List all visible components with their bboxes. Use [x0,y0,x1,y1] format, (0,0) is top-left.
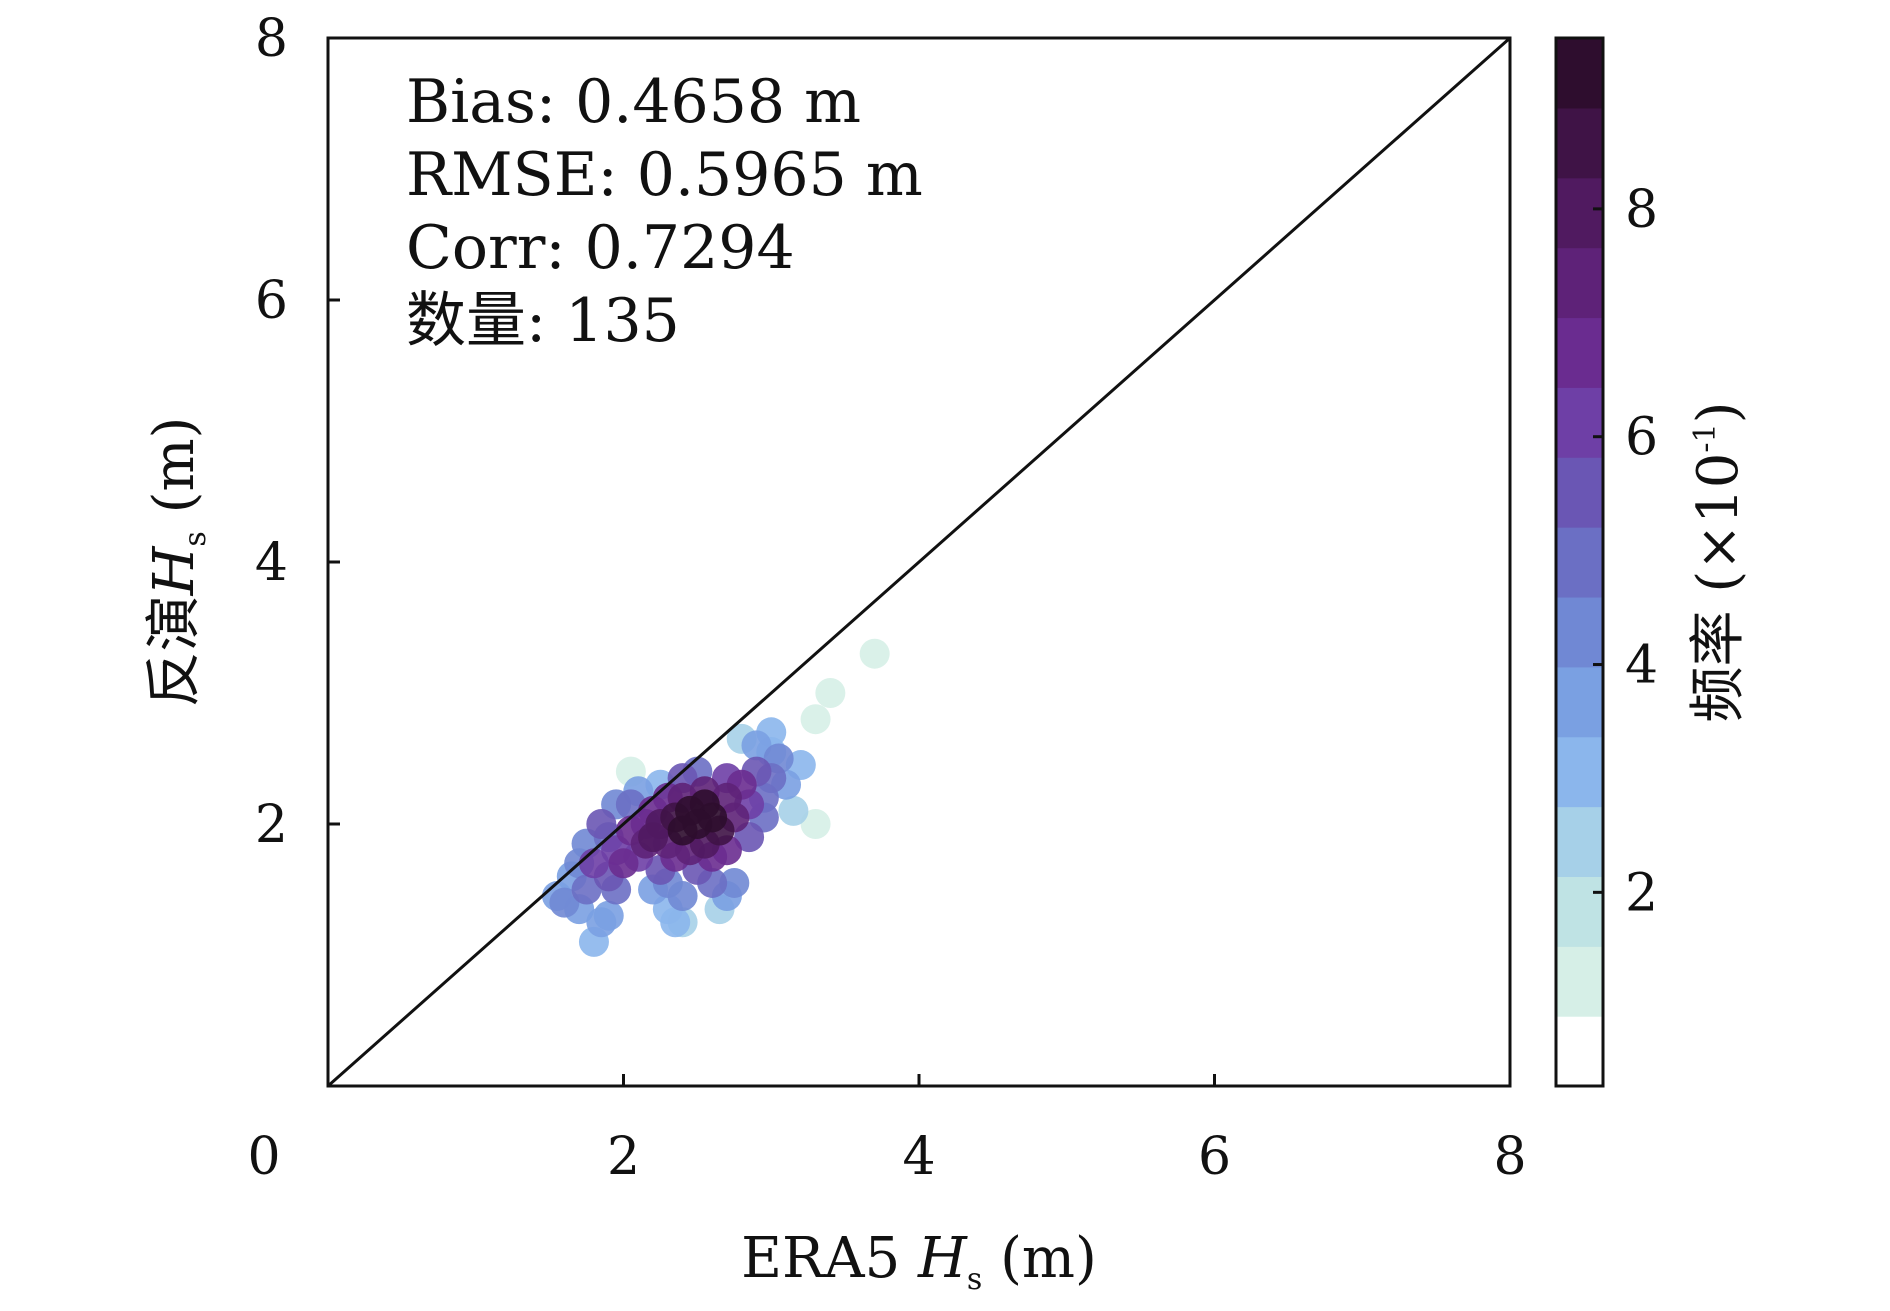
x-tick-label: 4 [902,1127,935,1187]
colorbar-ticks: 2 4 6 8 [1593,180,1658,923]
colorbar-segment [1556,806,1603,877]
x-tick-label: 2 [607,1127,640,1187]
data-point [741,730,772,761]
data-point [586,809,617,839]
colorbar-segment [1556,1016,1603,1087]
colorbar: 2 4 6 8 [1554,36,1658,1088]
stats-line: 数量: 135 [406,286,680,356]
colorbar-segments [1556,38,1603,1087]
y-axis-ticks: 2 4 6 8 [255,9,340,855]
identity-line [327,36,1511,1088]
colorbar-frame [1554,36,1605,1088]
y-tick-label: 2 [255,795,288,855]
y-tick-label: 6 [255,271,288,331]
data-point [608,848,639,879]
colorbar-segment [1556,38,1603,109]
data-points [542,612,912,957]
x-tick-label: 0 [247,1127,280,1187]
colorbar-segment [1556,107,1603,179]
y-tick-label: 4 [255,533,288,593]
data-point [815,678,846,708]
colorbar-tick-label: 8 [1625,180,1658,240]
colorbar-tick-label: 4 [1625,636,1658,696]
data-point [830,809,861,839]
x-axis-title: ERA5 Hs (m) [741,1226,1097,1297]
colorbar-segment [1556,457,1603,528]
x-tick-label: 6 [1198,1127,1231,1187]
y-tick-label: 8 [255,9,288,69]
colorbar-segment [1556,946,1603,1017]
colorbar-segment [1556,387,1603,458]
data-point [734,684,765,715]
colorbar-segment [1556,527,1603,598]
stats-line: Corr: 0.7294 [406,213,795,283]
data-point [571,874,602,905]
y-axis-title: 反演Hs (m) [142,417,213,708]
colorbar-segment [1556,317,1603,388]
colorbar-segment [1556,876,1603,947]
data-point [800,809,831,839]
colorbar-segment [1556,596,1603,668]
x-axis-ticks: 0 2 4 6 8 [247,1074,1527,1187]
colorbar-segment [1556,177,1603,249]
colorbar-title: 频率 (×10-1) [1686,402,1751,723]
data-point [593,900,624,931]
data-point [778,795,809,826]
data-point [785,881,816,912]
data-point [549,887,580,918]
data-point [793,841,824,872]
data-point [859,638,890,669]
data-point [682,809,713,839]
colorbar-segment [1556,736,1603,808]
x-tick-label: 8 [1493,1127,1526,1187]
stats-line: Bias: 0.4658 m [406,67,861,137]
data-point [719,867,750,898]
colorbar-segment [1556,666,1603,738]
data-point [763,861,794,892]
colorbar-tick-label: 6 [1625,408,1658,468]
colorbar-segment [1556,247,1603,319]
data-point [881,612,912,643]
colorbar-tick-label: 2 [1625,863,1658,923]
data-point [800,704,831,735]
data-point [837,651,868,682]
stats-line: RMSE: 0.5965 m [406,140,923,210]
